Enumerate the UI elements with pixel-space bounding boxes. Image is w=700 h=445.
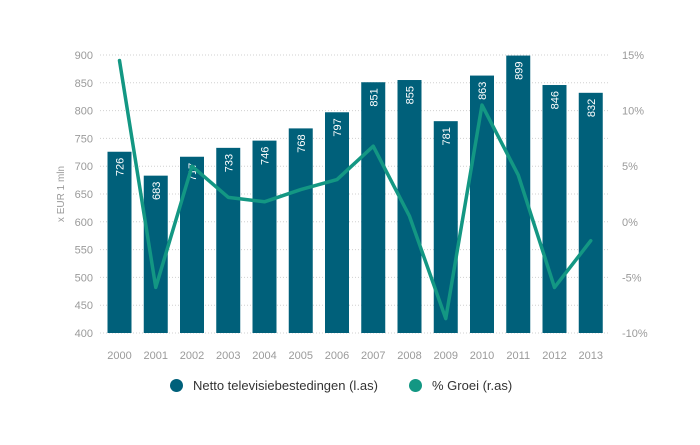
- legend-item-bars: Netto televisiebestedingen (l.as): [170, 378, 378, 393]
- bar-value-label: 797: [332, 118, 344, 136]
- bar-value-label: 683: [151, 182, 163, 200]
- axes: 400 450 500 550 600 650 700 750 800 850 900 -10% -5%…: [56, 50, 648, 362]
- bar-value-label: 746: [260, 147, 272, 165]
- bar-value-label: 781: [441, 127, 453, 145]
- bar-value-label: 768: [296, 134, 308, 152]
- bar-value-label: 851: [368, 88, 380, 106]
- x-tick-label: 2007: [361, 350, 385, 362]
- y2-tick-label: -5%: [622, 272, 642, 284]
- y2-tick-label: -10%: [622, 328, 648, 340]
- x-tick-label: 2002: [180, 350, 204, 362]
- x-tick-label: 2000: [107, 350, 131, 362]
- bar-value-label: 733: [223, 154, 235, 172]
- bar: [180, 156, 204, 333]
- y2-tick-label: 15%: [622, 50, 644, 62]
- x-tick-label: 2010: [470, 350, 494, 362]
- x-tick-label: 2006: [325, 350, 349, 362]
- bar: [433, 121, 458, 333]
- bar: [288, 128, 313, 333]
- growth-line-layer: [117, 58, 593, 321]
- bar: [143, 175, 168, 333]
- y-tick-label: 850: [75, 78, 93, 90]
- legend-swatch-bars: [170, 379, 183, 392]
- y-axis-label: x EUR 1 mln: [56, 166, 67, 222]
- y2-tick-label: 5%: [622, 161, 638, 173]
- bar: [578, 92, 603, 333]
- y-tick-label: 900: [75, 50, 93, 62]
- x-tick-label: 2004: [252, 350, 276, 362]
- bar: [542, 85, 567, 333]
- legend-label-line: % Groei (r.as): [432, 378, 513, 393]
- bar: [397, 80, 422, 334]
- y-tick-label: 550: [75, 245, 93, 257]
- grid-lines: [100, 54, 610, 334]
- bar-value-label: 832: [586, 99, 598, 117]
- bar: [361, 82, 386, 333]
- bar: [216, 147, 241, 333]
- x-tick-label: 2005: [289, 350, 313, 362]
- x-tick-label: 2012: [542, 350, 566, 362]
- bar: [325, 112, 349, 333]
- bar: [506, 55, 531, 333]
- x-tick-label: 2009: [434, 350, 458, 362]
- y-tick-label: 700: [75, 161, 93, 173]
- y-tick-label: 650: [75, 189, 93, 201]
- y-tick-label: 600: [75, 217, 93, 229]
- bar-value-label: 846: [550, 91, 562, 109]
- growth-line: [117, 58, 593, 321]
- y-tick-label: 500: [75, 272, 93, 284]
- y-tick-label: 450: [75, 300, 93, 312]
- bar-value-label: 726: [115, 158, 127, 176]
- y-tick-label: 750: [75, 133, 93, 145]
- legend-swatch-line: [409, 379, 422, 392]
- bar-value-label: 899: [513, 62, 525, 80]
- legend-label-bars: Netto televisiebestedingen (l.as): [193, 378, 378, 393]
- legend-item-line: % Groei (r.as): [409, 378, 512, 393]
- y-tick-label: 400: [75, 328, 93, 340]
- x-tick-label: 2013: [579, 350, 603, 362]
- y2-tick-label: 0%: [622, 217, 638, 229]
- bar-value-label: 863: [477, 82, 489, 100]
- bar-value-label: 855: [405, 86, 417, 104]
- x-tick-label: 2001: [144, 350, 168, 362]
- bar: [107, 151, 132, 333]
- x-tick-label: 2011: [506, 350, 530, 362]
- y-tick-label: 800: [75, 106, 93, 118]
- legend: Netto televisiebestedingen (l.as) % Groe…: [0, 378, 700, 402]
- bar: [252, 140, 277, 333]
- x-tick-label: 2003: [216, 350, 240, 362]
- x-tick-label: 2008: [397, 350, 421, 362]
- y2-tick-label: 10%: [622, 106, 644, 118]
